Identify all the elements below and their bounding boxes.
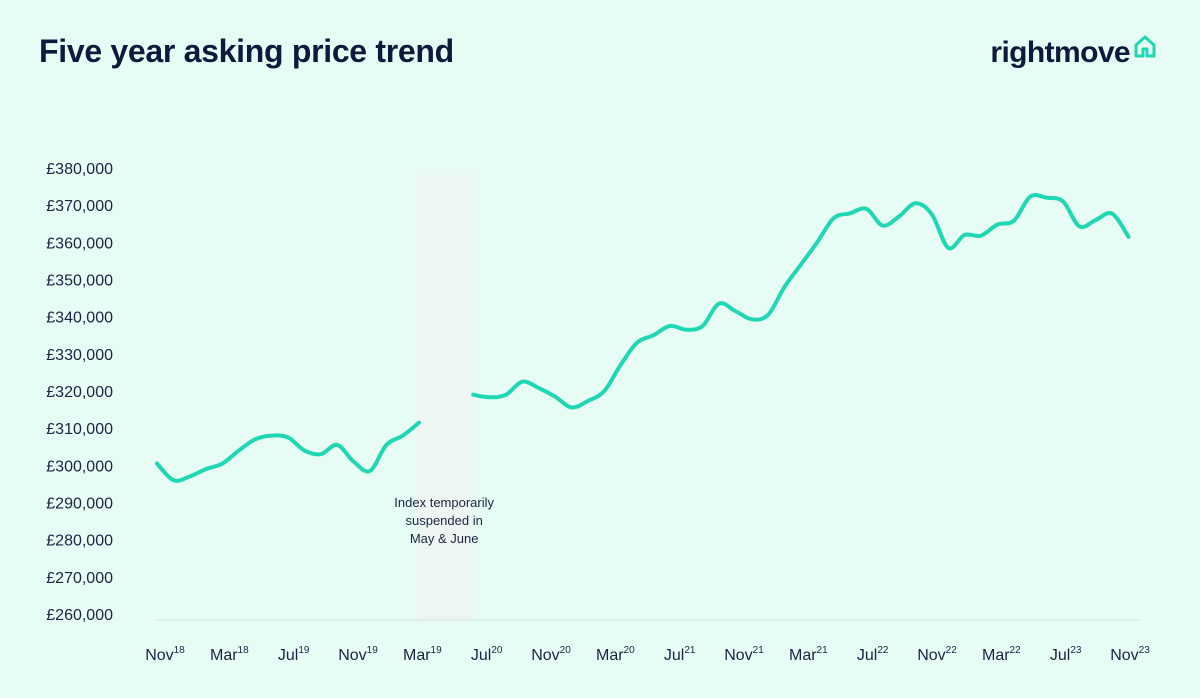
suspension-annotation-line: suspended in [405, 513, 482, 528]
y-tick-label: £350,000 [46, 273, 113, 290]
rightmove-logo[interactable]: rightmove [990, 34, 1158, 70]
y-tick-label: £310,000 [46, 421, 113, 438]
x-tick-label: Jul19 [278, 645, 310, 664]
y-tick-label: £360,000 [46, 235, 113, 252]
y-tick-label: £260,000 [46, 607, 113, 624]
price-line-segment-2 [471, 193, 1131, 410]
logo-wordmark: rightmove [990, 36, 1130, 69]
y-tick-label: £380,000 [46, 161, 113, 178]
x-tick-label: Nov18 [145, 645, 185, 664]
x-tick-label: Mar20 [596, 645, 635, 664]
y-tick-label: £270,000 [46, 570, 113, 587]
x-tick-label: Mar18 [210, 645, 249, 664]
x-tick-label: Mar22 [982, 645, 1021, 664]
x-tick-label: Nov20 [531, 645, 571, 664]
x-tick-label: Jul20 [471, 645, 503, 664]
y-tick-label: £280,000 [46, 533, 113, 550]
y-tick-label: £290,000 [46, 496, 113, 513]
x-tick-label: Nov21 [724, 645, 764, 664]
x-tick-label: Jul22 [857, 645, 889, 664]
house-outline-icon [1132, 34, 1158, 65]
y-tick-label: £300,000 [46, 458, 113, 475]
chart-title: Five year asking price trend [39, 33, 454, 69]
x-tick-label: Nov19 [338, 645, 378, 664]
x-tick-label: Nov23 [1110, 645, 1150, 664]
x-tick-label: Jul23 [1050, 645, 1082, 664]
x-tick-label: Jul21 [664, 645, 696, 664]
x-tick-label: Mar21 [789, 645, 828, 664]
y-tick-label: £340,000 [46, 310, 113, 327]
suspension-annotation-line: Index temporarily [394, 495, 494, 510]
suspended-band [417, 175, 474, 621]
y-tick-label: £330,000 [46, 347, 113, 364]
y-tick-label: £370,000 [46, 198, 113, 215]
suspension-annotation-line: May & June [410, 531, 479, 546]
y-tick-label: £320,000 [46, 384, 113, 401]
price-line-segment-1 [155, 420, 422, 483]
x-tick-label: Nov22 [917, 645, 957, 664]
x-tick-label: Mar19 [403, 645, 442, 664]
